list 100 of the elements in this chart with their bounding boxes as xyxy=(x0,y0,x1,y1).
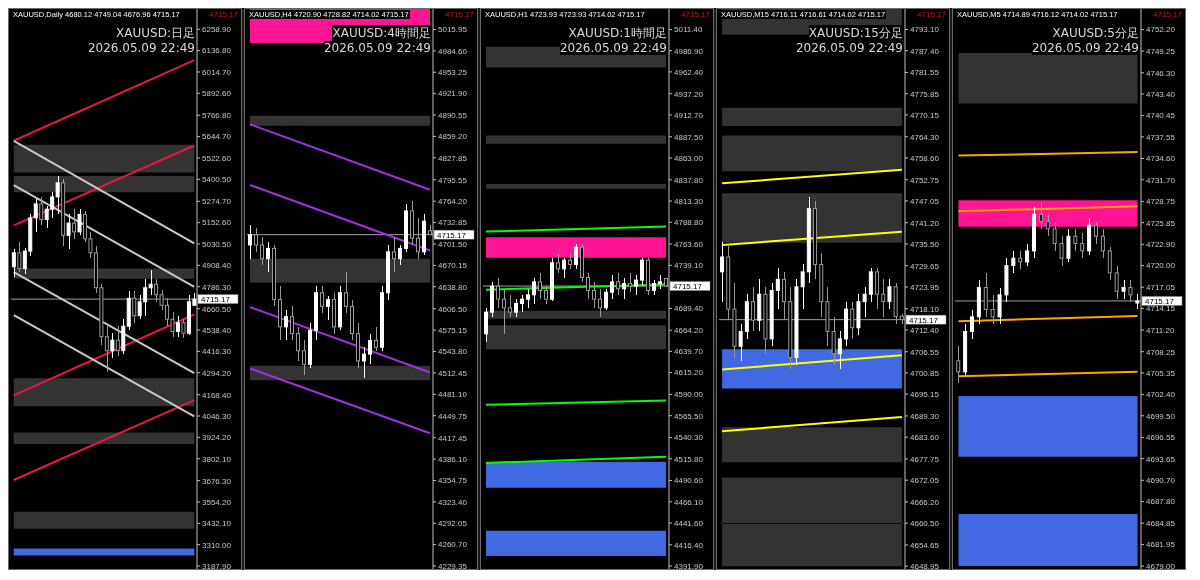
candlestick xyxy=(640,256,644,287)
y-tick-label: 4859.20 xyxy=(438,132,468,142)
y-tick-label: 4679.00 xyxy=(1146,561,1176,571)
candlestick xyxy=(1045,213,1050,237)
y-tick-label: 4615.20 xyxy=(674,368,704,378)
candlestick xyxy=(39,196,44,226)
candlestick xyxy=(610,274,614,300)
y-tick-label: 4725.85 xyxy=(1146,218,1176,228)
text: 4715.17 xyxy=(209,10,238,19)
y-tick-label: 4740.45 xyxy=(1146,111,1176,121)
y-tick-label: 4684.85 xyxy=(1146,519,1176,529)
y-tick-label: 4565.50 xyxy=(674,411,704,421)
candlestick xyxy=(556,253,560,274)
y-tick-label: 4323.40 xyxy=(438,497,468,507)
y-tick-label: 4705.35 xyxy=(1146,368,1176,378)
text: 4715.17 xyxy=(917,10,946,19)
candlestick xyxy=(392,237,396,274)
text: 2026.05.09 22:49 xyxy=(87,41,195,55)
candlestick xyxy=(115,325,120,357)
candlestick xyxy=(320,285,324,314)
y-tick-label: 4677.75 xyxy=(910,454,940,464)
candlestick xyxy=(532,276,536,305)
y-tick-label: 4660.50 xyxy=(910,519,940,529)
candlestick xyxy=(574,242,578,270)
y-tick-label: 5766.80 xyxy=(202,111,232,121)
text: XAUUSD:1時間足 xyxy=(568,25,667,42)
y-tick-label: 4752.20 xyxy=(1146,25,1176,35)
y-tick-label: 4908.40 xyxy=(202,261,232,271)
candlestick xyxy=(1100,228,1105,259)
y-tick-label: 4912.70 xyxy=(674,110,704,120)
candlestick xyxy=(1025,242,1030,267)
y-tick-label: 4827.85 xyxy=(438,153,468,163)
text: 2026.05.09 22:49 xyxy=(559,41,667,55)
y-tick-label: 4787.40 xyxy=(910,46,940,56)
candlestick xyxy=(181,318,186,340)
y-tick-label: 4706.55 xyxy=(910,347,940,357)
y-tick-label: 4763.60 xyxy=(674,239,704,249)
y-tick-label: 4260.70 xyxy=(438,540,468,550)
candlestick xyxy=(326,295,330,321)
candlestick xyxy=(634,274,638,296)
y-tick-label: 4743.40 xyxy=(1146,89,1176,99)
y-tick-label: 4046.30 xyxy=(202,411,232,421)
y-tick-label: 4758.60 xyxy=(910,153,940,163)
candlestick xyxy=(997,286,1002,325)
y-tick-label: 5644.70 xyxy=(202,132,232,142)
y-tick-label: 4660.50 xyxy=(202,304,232,314)
y-tick-label: 4962.40 xyxy=(674,67,704,77)
y-tick-label: 4664.20 xyxy=(674,326,704,336)
y-tick-label: 4512.45 xyxy=(438,368,468,378)
ref-line-label: 4715.17 xyxy=(1145,296,1175,306)
y-tick-label: 4638.80 xyxy=(438,282,468,292)
candlestick xyxy=(1052,220,1057,252)
candlestick xyxy=(398,244,402,267)
y-tick-label: 5030.50 xyxy=(202,239,232,249)
y-tick-label: 4786.30 xyxy=(202,282,232,292)
candlestick xyxy=(284,309,288,342)
candlestick xyxy=(302,339,306,376)
candlestick xyxy=(17,241,22,273)
y-tick-label: 3802.10 xyxy=(202,454,232,464)
candlestick xyxy=(1011,250,1016,274)
y-tick-label: 5522.60 xyxy=(202,153,232,163)
candlestick xyxy=(622,276,626,300)
candlestick xyxy=(1073,228,1078,252)
candlestick xyxy=(72,208,77,240)
candlestick xyxy=(33,197,38,233)
candlestick xyxy=(868,267,873,303)
candlestick xyxy=(598,288,602,318)
y-tick-label: 4984.60 xyxy=(438,46,468,56)
y-tick-label: 6136.80 xyxy=(202,46,232,56)
y-tick-label: 4708.25 xyxy=(1146,347,1176,357)
y-tick-label: 4722.90 xyxy=(1146,240,1176,250)
y-tick-label: 4543.80 xyxy=(438,347,468,357)
y-tick-label: 4689.30 xyxy=(910,411,940,421)
candlestick xyxy=(484,307,488,344)
y-tick-label: 4466.10 xyxy=(674,497,704,507)
y-tick-label: 4666.20 xyxy=(910,497,940,507)
y-tick-label: 4795.55 xyxy=(438,175,468,185)
y-tick-label: 4695.15 xyxy=(910,390,940,400)
text: 2026.05.09 22:49 xyxy=(795,41,903,55)
y-tick-label: 4229.35 xyxy=(438,561,468,571)
y-tick-label: 4700.85 xyxy=(910,368,940,378)
y-tick-label: 4775.85 xyxy=(910,89,940,99)
candlestick xyxy=(502,288,506,335)
candlestick xyxy=(562,256,566,279)
y-tick-label: 4714.15 xyxy=(1146,304,1176,314)
text: XAUUSD:日足 xyxy=(116,25,195,42)
y-tick-label: 4690.70 xyxy=(1146,476,1176,486)
y-tick-label: 4746.30 xyxy=(1146,68,1176,78)
candlestick xyxy=(362,346,366,379)
candlestick xyxy=(1066,228,1071,263)
candlestick xyxy=(738,323,743,362)
y-tick-label: 4670.15 xyxy=(438,261,468,271)
candlestick xyxy=(508,294,512,318)
candlestick xyxy=(1080,231,1085,259)
candlestick xyxy=(290,305,294,342)
ref-line-label: 4715.17 xyxy=(909,315,939,325)
ref-line-label: 4715.17 xyxy=(437,230,467,240)
candlestick xyxy=(260,236,264,267)
y-tick-label: 4449.75 xyxy=(438,411,468,421)
candlestick xyxy=(344,271,348,314)
